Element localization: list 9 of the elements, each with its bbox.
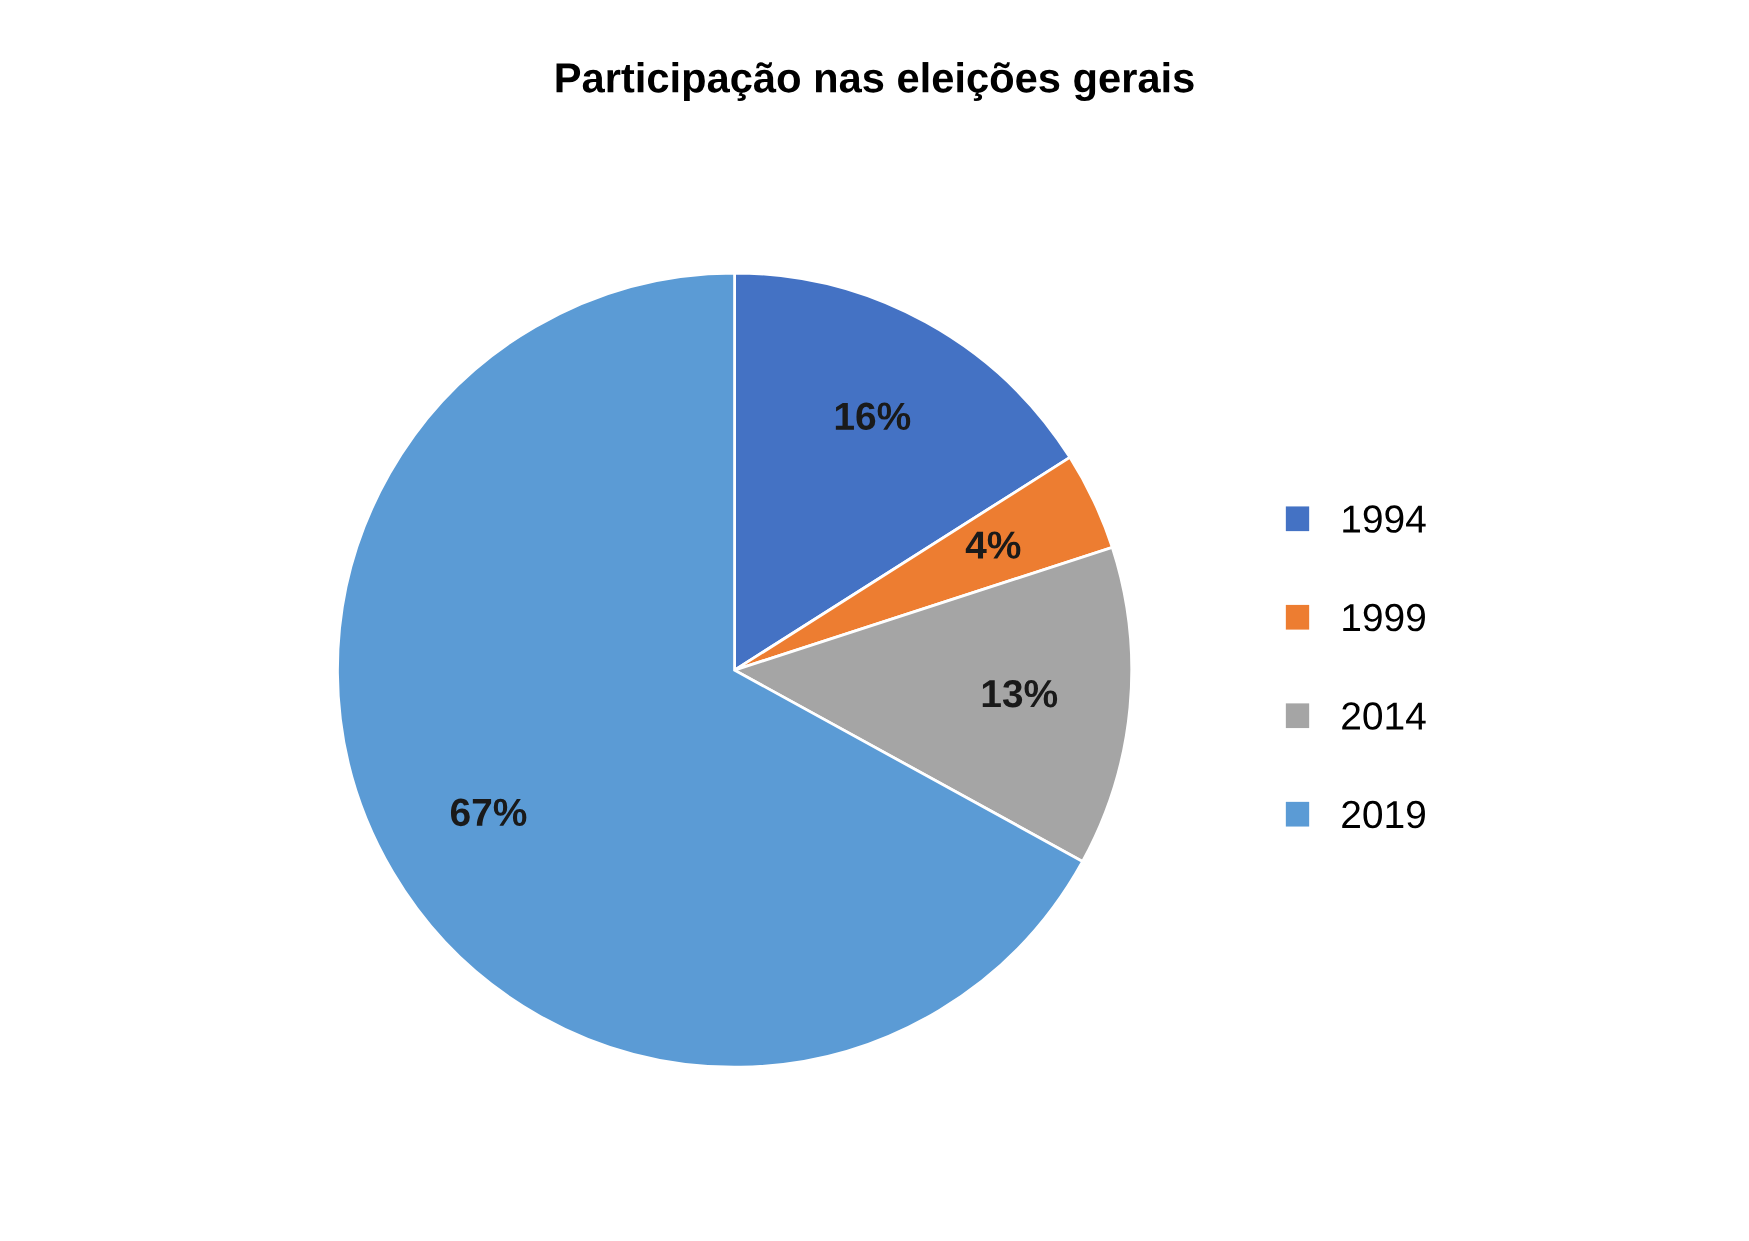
legend-label: 2014 [1342, 702, 1426, 730]
chart-title: Participação nas eleições gerais [556, 62, 1194, 102]
data-label: 13% [982, 679, 1058, 708]
legend-label: 1994 [1343, 505, 1426, 533]
legend-label: 1999 [1343, 603, 1425, 632]
data-label: 4% [965, 531, 1021, 559]
data-label: 67% [450, 798, 527, 827]
legend-label: 2019 [1342, 800, 1425, 829]
data-label: 16% [835, 402, 911, 431]
